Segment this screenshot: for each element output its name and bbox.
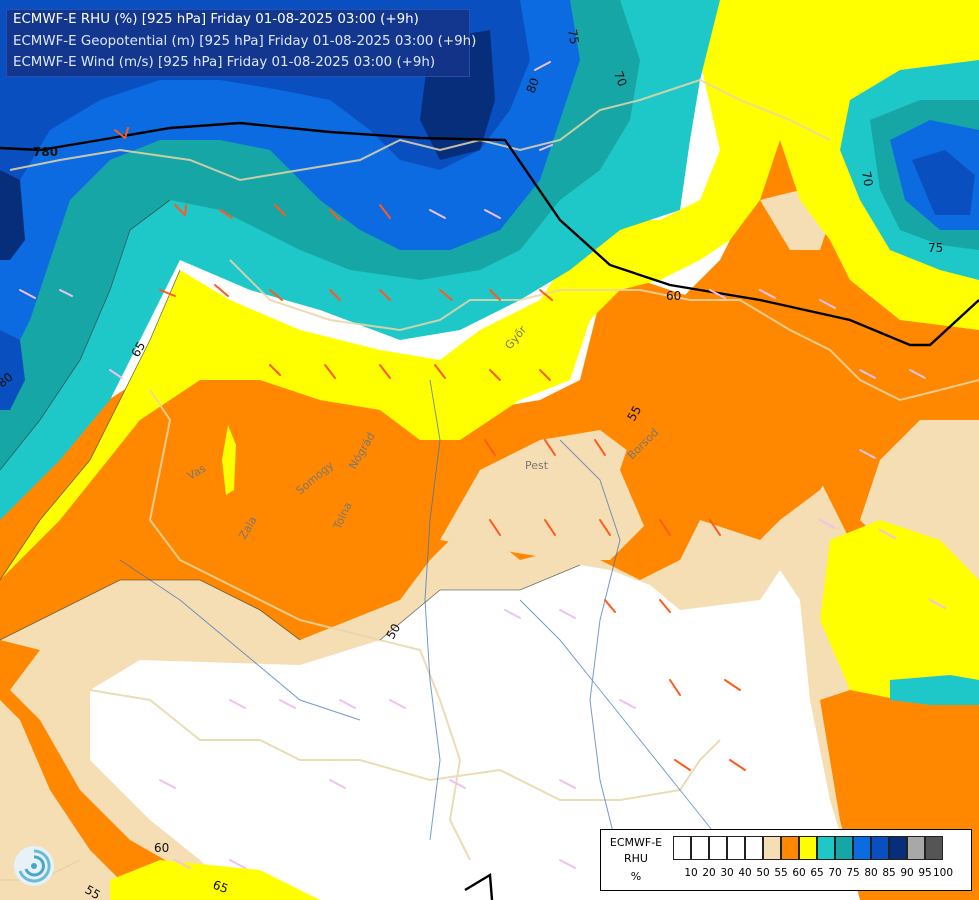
legend-swatch <box>835 836 853 860</box>
rhu-band-60-65-lens <box>222 425 236 495</box>
rhu-band-55-60-east <box>680 110 979 650</box>
rhu-label-60-sw: 60 <box>154 841 169 855</box>
geopotential-contour-sw <box>464 872 494 900</box>
contour-labels: 780 75 70 80 70 75 60 65 80 55 50 60 55 … <box>0 28 943 900</box>
legend-tick: 55 <box>774 867 788 879</box>
rhu-label-80-north: 80 <box>524 76 542 95</box>
legend-swatch <box>745 836 763 860</box>
legend-tick: 30 <box>720 867 734 879</box>
legend-tick: 65 <box>810 867 824 879</box>
rhu-band-60-65-se <box>820 520 979 700</box>
legend-tick: 10 <box>684 867 698 879</box>
legend-tick: 100 <box>932 867 954 879</box>
legend-swatch <box>799 836 817 860</box>
rhu-band-55-60-south <box>620 380 720 560</box>
rhu-band-50-55-pest <box>440 430 650 560</box>
legend-tick: 90 <box>900 867 914 879</box>
legend-unit: % <box>630 870 642 883</box>
legend-swatch <box>673 836 691 860</box>
place-pest: Pest <box>525 459 549 472</box>
legend-swatch <box>889 836 907 860</box>
legend-tick: 50 <box>756 867 770 879</box>
rhu-label-60-center: 60 <box>666 289 681 303</box>
rhu-band-60-65-sw <box>110 860 320 900</box>
legend-tick: 75 <box>846 867 860 879</box>
rhu-label-75-east: 75 <box>928 241 943 255</box>
rhu-band-85-90-w <box>0 170 25 260</box>
rivers <box>119 379 721 861</box>
rhu-label-65-west: 65 <box>128 339 148 359</box>
rhu-contour-lines <box>0 199 581 641</box>
legend-tick: 20 <box>702 867 716 879</box>
geopotential-contour-780 <box>0 121 979 347</box>
legend-swatch <box>781 836 799 860</box>
wind-barbs <box>19 61 946 869</box>
rhu-label-55-sw: 55 <box>83 882 103 900</box>
legend-swatch <box>727 836 745 860</box>
legend-swatch <box>907 836 925 860</box>
title-rhu: ECMWF-E RHU (%) [925 hPa] Friday 01-08-2… <box>13 12 419 27</box>
geopotential-label-780: 780 <box>33 145 58 159</box>
legend-variable: RHU <box>624 852 648 865</box>
rhu-band-65-70-se <box>890 675 979 705</box>
rhu-band-50-55-se <box>910 420 979 580</box>
legend-swatch <box>853 836 871 860</box>
legend-swatch <box>817 836 835 860</box>
legend-tick: 95 <box>918 867 932 879</box>
rhu-label-55-center: 55 <box>624 403 644 423</box>
rhu-band-80-85-ne <box>912 150 975 215</box>
legend-tick: 60 <box>792 867 806 879</box>
rhu-label-75-north: 75 <box>565 28 581 45</box>
rhu-label-70-north: 70 <box>611 69 629 88</box>
legend-source: ECMWF-E <box>609 836 663 849</box>
legend-tick: 80 <box>864 867 878 879</box>
rhu-band-80-85-w <box>0 330 25 410</box>
rhu-band-60-65 <box>0 0 979 580</box>
legend-color-swatches <box>673 836 943 860</box>
legend-swatch <box>925 836 943 860</box>
rhu-label-50-south: 50 <box>383 621 403 641</box>
title-geopotential: ECMWF-E Geopotential (m) [925 hPa] Frida… <box>13 34 477 49</box>
legend-swatch <box>709 836 727 860</box>
legend-tick: 40 <box>738 867 752 879</box>
rhu-label-65-sw: 65 <box>211 878 230 896</box>
legend-swatch <box>871 836 889 860</box>
legend-swatch <box>691 836 709 860</box>
title-wind: ECMWF-E Wind (m/s) [925 hPa] Friday 01-0… <box>13 55 436 70</box>
legend-tick: 70 <box>828 867 842 879</box>
legend-tick: 85 <box>882 867 896 879</box>
rhu-label-70-east: 70 <box>859 170 875 187</box>
rhu-legend: ECMWF-E RHU % 10 20 30 40 50 55 60 65 70 75 80 85 90… <box>600 829 972 891</box>
provider-logo <box>14 846 54 886</box>
rhu-band-below-50 <box>90 565 860 900</box>
legend-swatch <box>763 836 781 860</box>
map-title-panel <box>6 9 470 77</box>
